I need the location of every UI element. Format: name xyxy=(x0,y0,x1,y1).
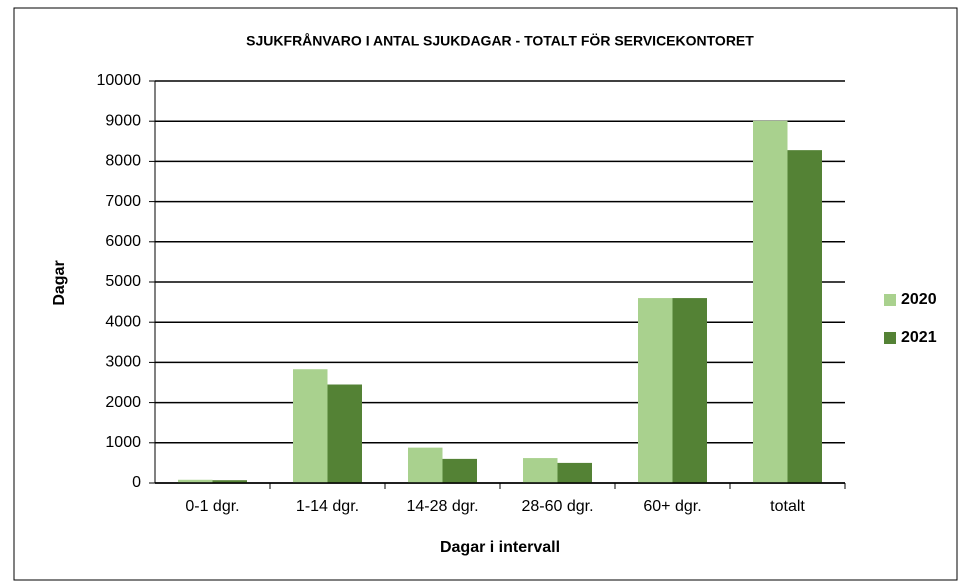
y-tick-label: 6000 xyxy=(105,233,141,250)
x-tick-label: 14-28 dgr. xyxy=(406,498,478,515)
bar xyxy=(327,384,362,483)
x-axis-label: Dagar i intervall xyxy=(440,539,560,556)
x-tick-label: 0-1 dgr. xyxy=(185,498,239,515)
y-tick-label: 1000 xyxy=(105,434,141,451)
bar xyxy=(523,458,558,483)
legend-label: 2021 xyxy=(901,329,937,346)
y-tick-label: 2000 xyxy=(105,394,141,411)
bar xyxy=(672,298,707,483)
y-axis-label: Dagar xyxy=(51,260,68,305)
bar xyxy=(787,150,822,484)
legend-label: 2020 xyxy=(901,291,937,308)
y-tick-label: 4000 xyxy=(105,313,141,330)
bar xyxy=(212,480,247,483)
x-tick-label: 28-60 dgr. xyxy=(521,498,593,515)
bar xyxy=(442,458,477,483)
bar xyxy=(638,298,673,483)
legend-swatch xyxy=(884,332,896,344)
x-tick-label: totalt xyxy=(770,498,805,515)
y-tick-label: 10000 xyxy=(97,72,142,89)
y-tick-label: 0 xyxy=(132,474,141,491)
chart-title: SJUKFRÅNVARO I ANTAL SJUKDAGAR - TOTALT … xyxy=(246,33,754,49)
bar xyxy=(408,447,443,483)
y-tick-label: 8000 xyxy=(105,153,141,170)
y-tick-label: 7000 xyxy=(105,193,141,210)
bar xyxy=(557,462,592,483)
y-tick-label: 3000 xyxy=(105,354,141,371)
y-tick-label: 5000 xyxy=(105,273,141,290)
x-tick-label: 60+ dgr. xyxy=(643,498,701,515)
bar xyxy=(178,479,213,483)
legend-swatch xyxy=(884,294,896,306)
y-tick-label: 9000 xyxy=(105,112,141,129)
bar xyxy=(293,369,328,483)
bar xyxy=(753,120,788,483)
x-tick-label: 1-14 dgr. xyxy=(296,498,359,515)
